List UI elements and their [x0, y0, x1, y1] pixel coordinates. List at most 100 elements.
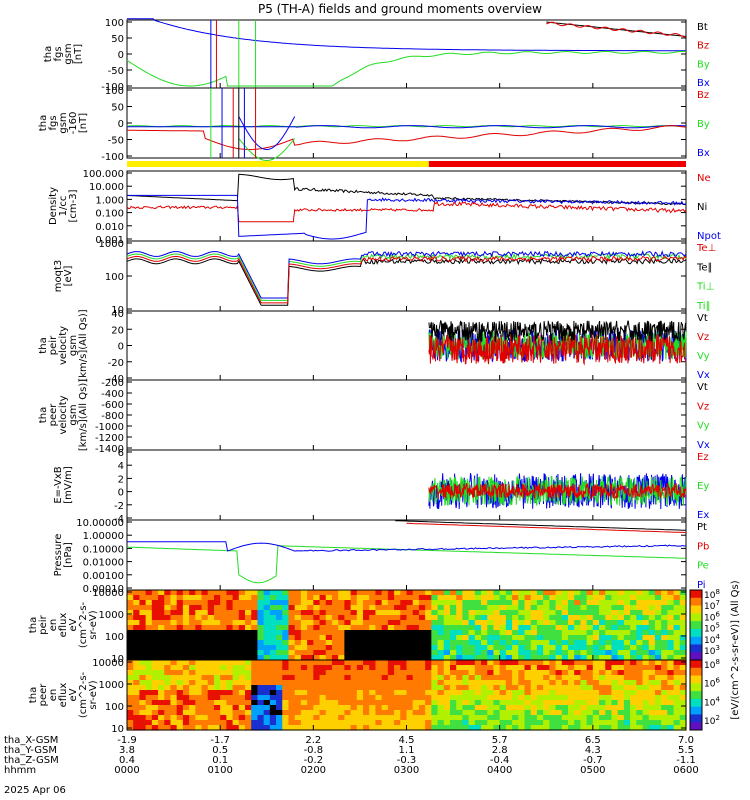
spectro-cell — [536, 725, 544, 731]
spectro-cell — [474, 660, 482, 666]
y-tick-label: -1200 — [95, 433, 124, 444]
spectro-cell — [170, 725, 178, 731]
spectro-cell — [127, 650, 134, 656]
colorbar-tick-label: 106 — [704, 677, 720, 690]
spectro-cell — [412, 605, 420, 611]
colorbar-cell — [690, 590, 702, 599]
spectro-cell — [344, 690, 352, 696]
spectro-cell — [574, 715, 582, 721]
spectro-cell — [145, 610, 153, 616]
spectro-cell — [263, 645, 271, 651]
y-axis-label: moqt3 [eV] — [53, 260, 74, 293]
spectro-cell — [151, 595, 159, 601]
spectro-cell — [176, 685, 184, 691]
spectro-cell — [220, 715, 227, 721]
spectro-cell — [673, 645, 681, 651]
spectro-cell — [667, 670, 675, 676]
spectro-cell — [251, 685, 259, 691]
panel-frame — [126, 519, 687, 591]
spectro-cell — [300, 725, 308, 731]
spectro-cell — [400, 600, 408, 606]
spectro-cell — [201, 685, 209, 691]
spectro-cell — [648, 715, 656, 721]
spectro-cell — [269, 685, 277, 691]
spectro-cell — [344, 635, 352, 641]
spectro-cell — [443, 690, 451, 696]
spectro-cell — [375, 670, 383, 676]
spectro-cell — [170, 670, 178, 676]
spectro-cell — [549, 595, 557, 601]
y-axis-label-line: gsm — [58, 112, 69, 133]
spectro-cell — [518, 655, 526, 661]
spectro-cell — [512, 650, 519, 656]
spectro-cell — [350, 715, 358, 721]
spectro-cell — [462, 705, 470, 711]
spectro-cell — [425, 650, 432, 656]
spectro-cell — [232, 650, 240, 656]
y-tick-label: -800 — [101, 411, 124, 422]
spectro-cell — [127, 710, 134, 716]
spectro-cell — [679, 615, 687, 621]
spectro-cell — [418, 590, 426, 596]
spectro-cell — [164, 685, 172, 691]
spectro-cell — [257, 680, 265, 686]
spectro-cell — [394, 660, 401, 666]
spectro-cell — [238, 645, 246, 651]
spectro-cell — [567, 595, 575, 601]
spectro-cell — [195, 670, 203, 676]
spectro-cell — [555, 645, 563, 651]
spectro-cell — [387, 590, 395, 596]
y-axis-label-line: velocity — [58, 326, 69, 365]
spectro-cell — [449, 605, 457, 611]
spectro-cell — [636, 705, 644, 711]
spectro-cell — [344, 685, 352, 691]
spectro-cell — [406, 665, 414, 671]
spectro-cell — [505, 620, 513, 626]
spectro-cell — [331, 675, 339, 681]
spectro-cell — [226, 650, 234, 656]
spectro-cell — [158, 670, 165, 676]
y-axis-label-line: moqt3 — [53, 260, 64, 293]
spectro-cell — [456, 690, 463, 696]
spectro-cell — [387, 645, 395, 651]
spectro-cell — [437, 625, 445, 631]
spectro-cell — [319, 650, 327, 656]
spectro-cell — [164, 590, 172, 596]
spectro-cell — [431, 600, 439, 606]
spectro-cell — [592, 700, 600, 706]
spectro-cell — [673, 635, 681, 641]
spectro-cell — [363, 720, 370, 726]
spectro-cell — [344, 725, 352, 731]
spectro-cell — [300, 640, 308, 646]
spectro-cell — [133, 725, 141, 731]
legend-Npot: Npot — [697, 231, 721, 242]
spectro-cell — [605, 615, 613, 621]
spectro-cell — [400, 715, 408, 721]
spectro-cell — [288, 725, 296, 731]
spectro-cell — [269, 700, 277, 706]
spectro-cell — [319, 710, 327, 716]
spectro-cell — [232, 680, 240, 686]
spectro-cell — [536, 675, 544, 681]
spectro-cell — [443, 595, 451, 601]
spectro-cell — [294, 610, 302, 616]
spectro-cell — [363, 685, 370, 691]
spectro-cell — [375, 665, 383, 671]
spectro-cell — [394, 705, 401, 711]
spectro-cell — [307, 645, 314, 651]
spectro-cell — [654, 640, 662, 646]
spectro-cell — [189, 710, 196, 716]
spectro-cell — [617, 690, 625, 696]
spectro-cell — [356, 620, 364, 626]
y-tick-label: 0.100 — [95, 209, 124, 220]
spectro-cell — [263, 685, 271, 691]
spectro-cell — [425, 625, 432, 631]
spectro-cell — [363, 660, 370, 666]
spectro-cell — [381, 610, 389, 616]
spectro-cell — [158, 640, 165, 646]
spectro-cell — [481, 670, 488, 676]
spectro-cell — [257, 635, 265, 641]
spectro-cell — [654, 695, 662, 701]
y-axis-label-line: eV — [68, 688, 79, 701]
spectro-cell — [524, 625, 532, 631]
